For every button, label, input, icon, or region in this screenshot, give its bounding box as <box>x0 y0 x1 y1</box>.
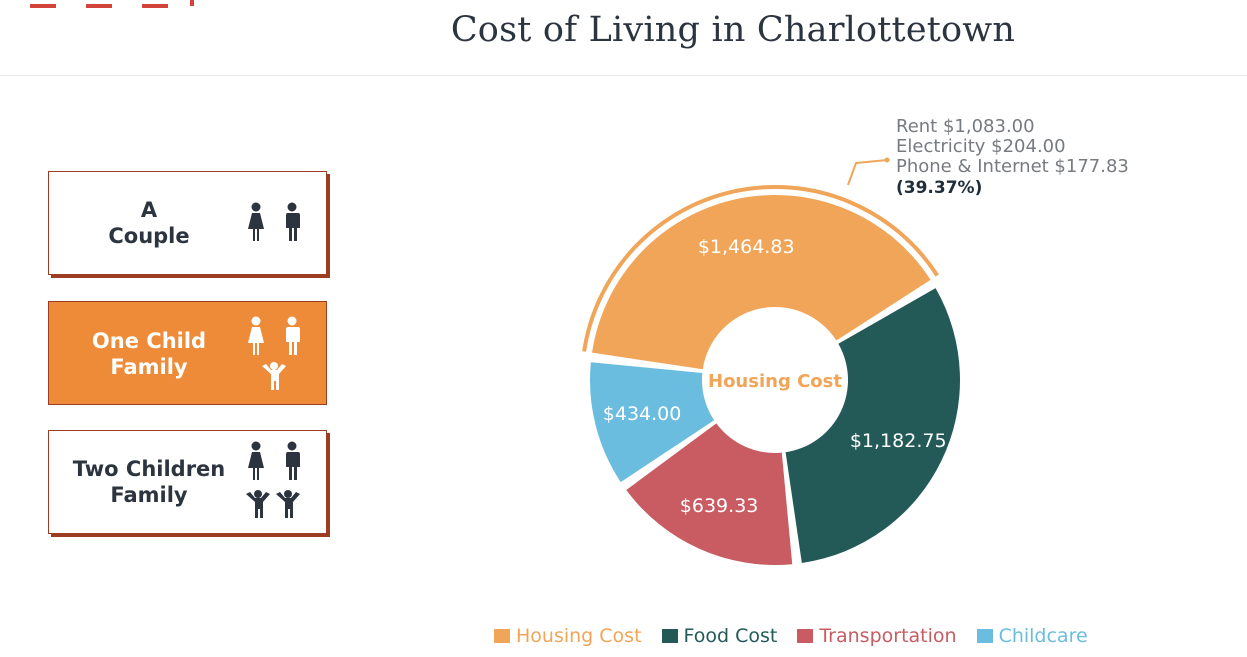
two-children-family-icons <box>246 441 300 518</box>
legend-swatch <box>797 629 814 643</box>
one-child-family-icons <box>248 316 300 390</box>
slice-value-label: $1,464.83 <box>698 236 795 258</box>
family-option-label: One Child Family <box>91 329 207 379</box>
legend-swatch <box>661 629 678 643</box>
page-title: Cost of Living in Charlottetown <box>450 10 1016 50</box>
legend-label: Childcare <box>998 625 1088 647</box>
page-header: Cost of Living in Charlottetown <box>0 0 1247 76</box>
legend-swatch <box>976 629 993 643</box>
woman-icon <box>248 202 264 241</box>
man-icon <box>286 441 300 480</box>
cost-donut-chart: $1,464.83 $1,182.75 $639.33 $434.00 Housing … <box>560 100 1200 600</box>
child-icon <box>276 490 300 518</box>
legend-swatch <box>494 629 510 643</box>
child-icon <box>262 362 286 390</box>
logo-fragment <box>30 0 194 8</box>
couple-icons <box>248 202 300 241</box>
center-label: Housing Cost <box>708 371 842 392</box>
tooltip-line: Electricity $204.00 <box>896 136 1066 157</box>
slice-food[interactable] <box>785 288 960 564</box>
donut-chart-svg: $1,464.83 $1,182.75 $639.33 $434.00 Housing … <box>582 116 1129 565</box>
tooltip-line: Rent $1,083.00 <box>896 116 1035 137</box>
slice-childcare[interactable] <box>590 362 715 483</box>
tooltip-percent: (39.37%) <box>896 178 982 198</box>
legend-item-food[interactable]: Food Cost <box>661 625 778 647</box>
tooltip-line: Phone & Internet $177.83 <box>896 156 1129 177</box>
legend-item-transportation[interactable]: Transportation <box>797 625 957 647</box>
legend-item-childcare[interactable]: Childcare <box>976 625 1088 647</box>
woman-icon <box>248 316 264 355</box>
legend-label: Housing Cost <box>516 625 642 647</box>
slice-value-label: $434.00 <box>603 403 682 425</box>
man-icon <box>286 202 300 241</box>
slice-value-label: $1,182.75 <box>850 430 947 452</box>
tooltip-connector <box>847 159 888 186</box>
slice-housing[interactable] <box>592 195 931 370</box>
family-option-label: Two Children Family <box>72 457 226 507</box>
woman-icon <box>248 441 264 480</box>
legend-label: Food Cost <box>683 625 778 647</box>
slice-value-label: $639.33 <box>680 495 759 517</box>
tooltip-connector-dot <box>884 157 890 163</box>
family-option-label: A Couple <box>108 198 190 248</box>
man-icon <box>286 316 300 355</box>
child-icon <box>246 490 270 518</box>
legend-label: Transportation <box>819 625 957 647</box>
slice-transportation[interactable] <box>626 423 793 565</box>
legend-item-housing[interactable]: Housing Cost <box>494 625 642 647</box>
family-option-couple[interactable]: A Couple <box>48 171 327 275</box>
family-option-one-child[interactable]: One Child Family <box>48 301 327 405</box>
chart-legend: Housing Cost Food Cost Transportation Ch… <box>494 623 1088 649</box>
family-option-two-children[interactable]: Two Children Family <box>48 430 327 534</box>
slice-highlight-ring <box>582 185 939 352</box>
